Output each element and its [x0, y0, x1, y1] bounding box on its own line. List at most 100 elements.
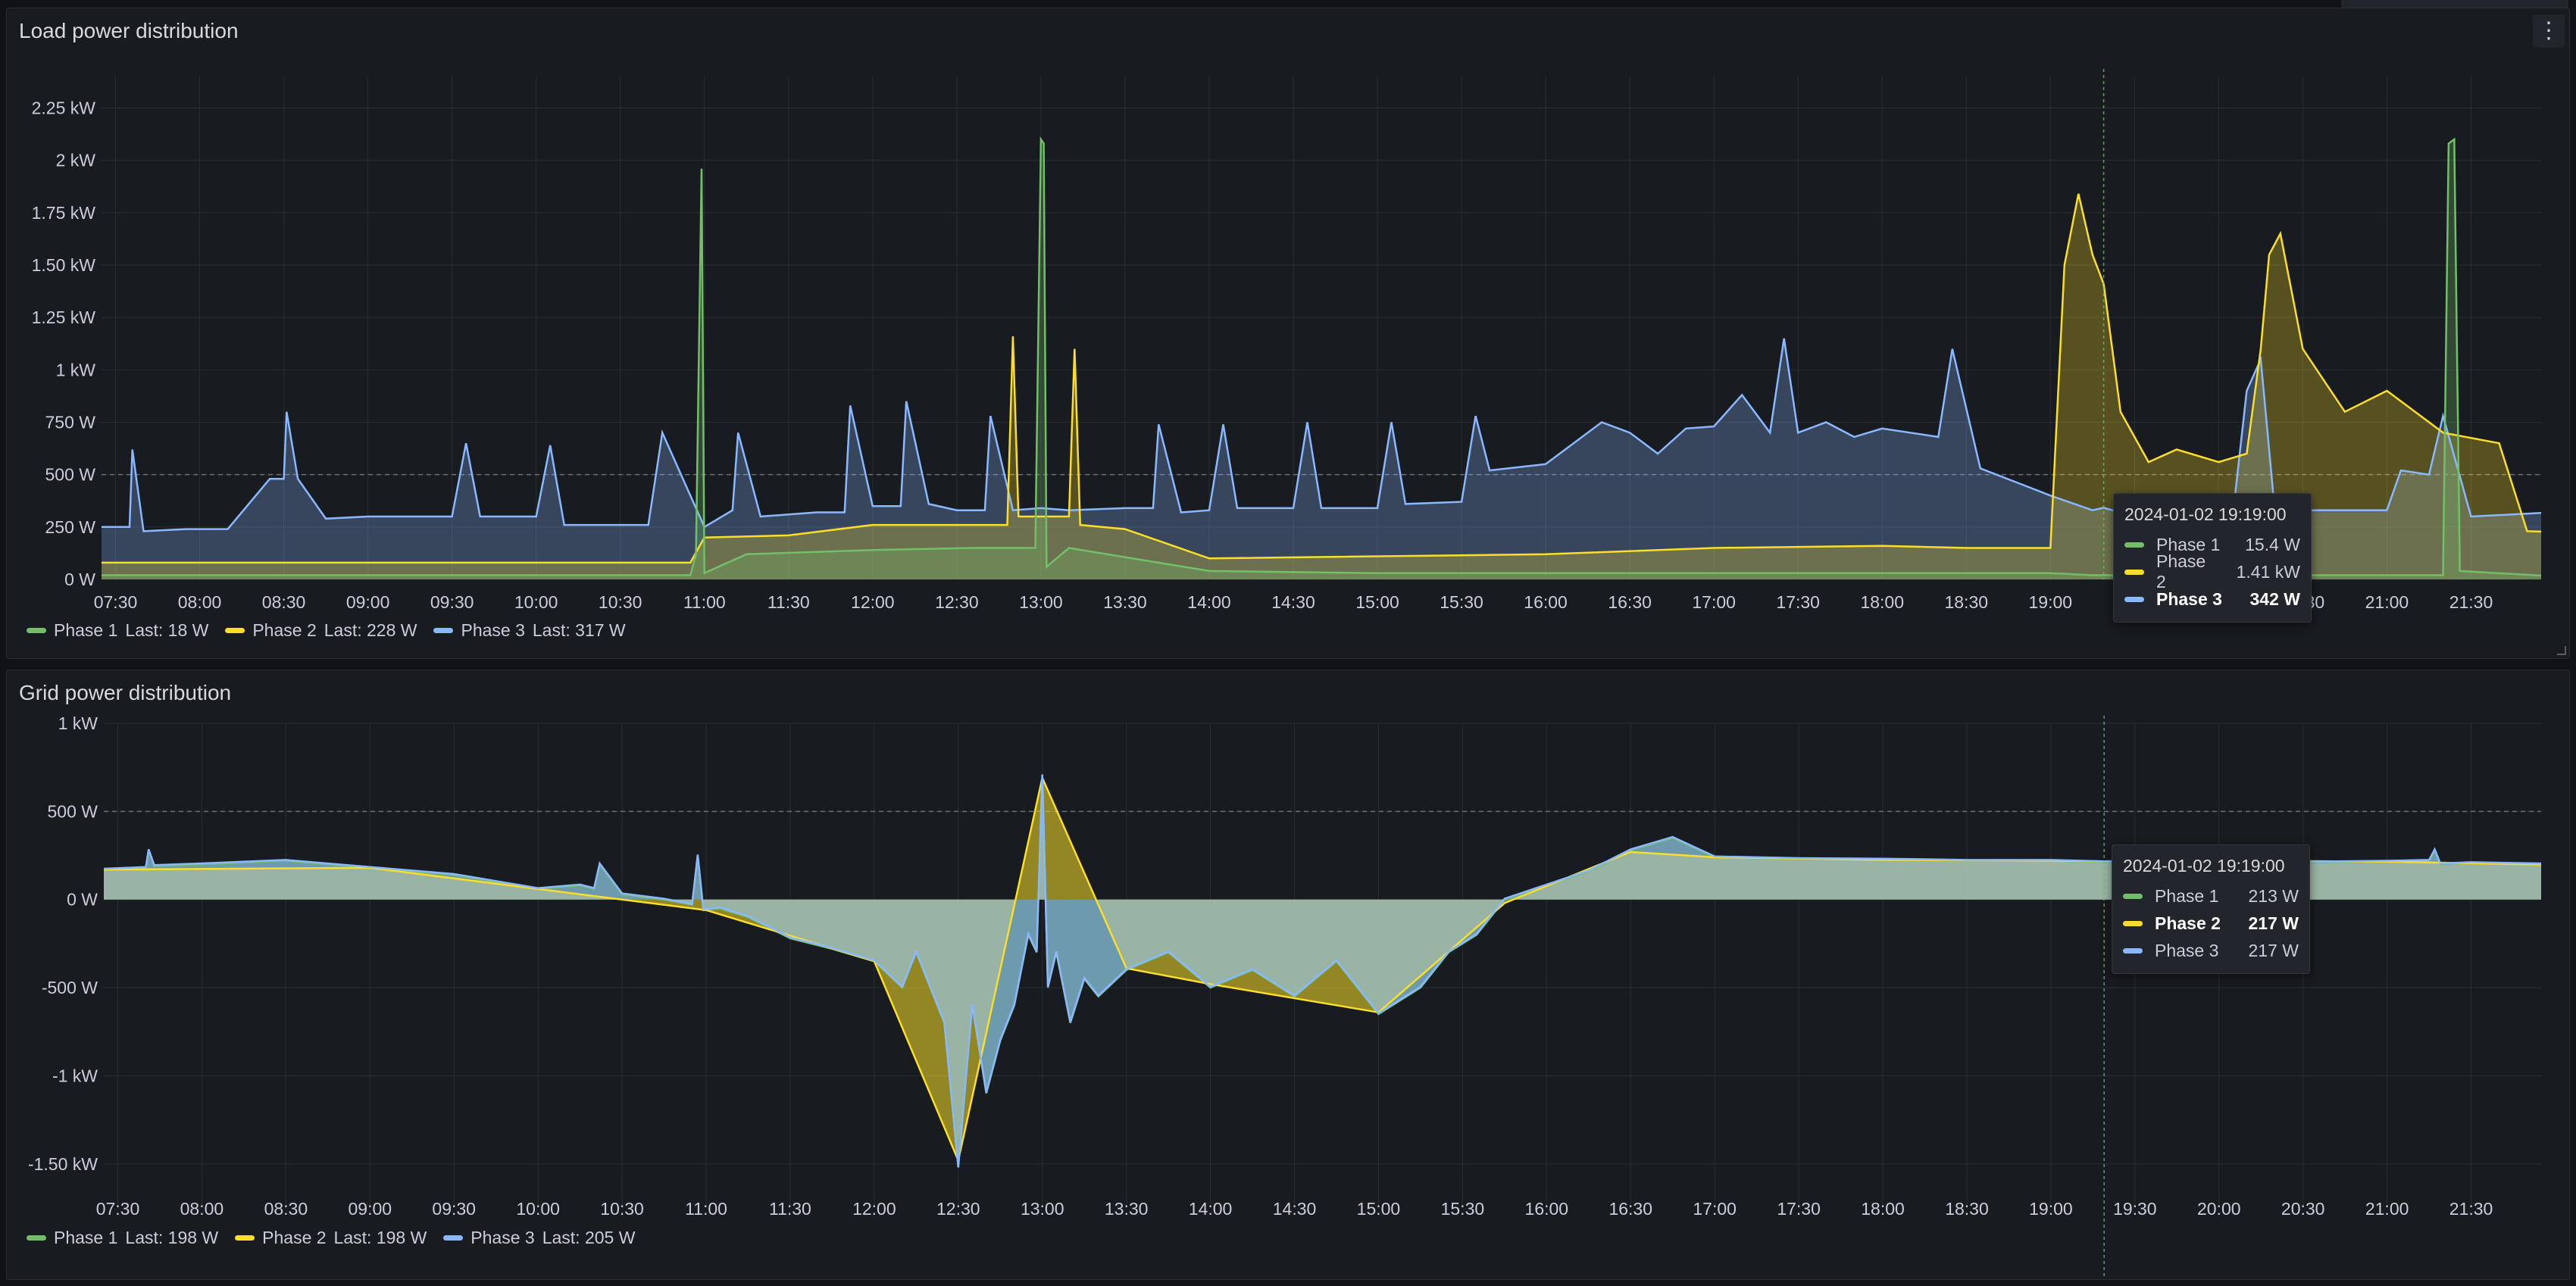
x-tick-label: 11:30	[767, 592, 810, 612]
x-tick-label: 18:30	[1945, 1199, 1989, 1219]
legend-item-phase-1[interactable]: Phase 1 Last: 198 W	[27, 1228, 218, 1248]
legend-item-phase-2[interactable]: Phase 2 Last: 198 W	[235, 1228, 427, 1248]
legend-last-value: Last: 205 W	[542, 1228, 636, 1247]
y-tick-label: 1 kW	[58, 713, 98, 733]
series-color-swatch	[2124, 542, 2144, 548]
x-tick-label: 12:30	[936, 1199, 980, 1219]
panel-title: Load power distribution	[19, 19, 239, 42]
x-tick-label: 08:00	[180, 1199, 224, 1219]
dashboard-toolbar-stub	[2341, 0, 2568, 9]
x-tick-label: 10:00	[516, 1199, 560, 1219]
y-tick-label: 1.75 kW	[32, 203, 96, 223]
tooltip-series-name: Phase 2	[2156, 551, 2206, 591]
x-tick-label: 13:00	[1021, 1199, 1064, 1219]
hover-tooltip: 2024-01-02 19:19:00 Phase 1 15.4 W Phase…	[2113, 493, 2312, 623]
series-color-swatch	[2124, 569, 2144, 575]
y-tick-label: 1.25 kW	[32, 307, 96, 327]
x-tick-label: 09:00	[349, 1199, 392, 1219]
legend-series-name: Phase 2	[252, 620, 317, 640]
x-tick-label: 21:30	[2449, 592, 2493, 612]
x-tick-label: 14:00	[1189, 1199, 1233, 1219]
x-tick-label: 12:30	[935, 592, 979, 612]
y-tick-label: 2 kW	[56, 151, 96, 170]
y-tick-label: 1.50 kW	[32, 255, 96, 275]
x-tick-label: 11:00	[683, 592, 726, 612]
tooltip-series-name: Phase 2	[2155, 913, 2221, 933]
x-tick-label: 17:00	[1692, 592, 1736, 612]
tooltip-row-phase-3: Phase 3 342 W	[2124, 585, 2300, 613]
y-tick-label: 750 W	[45, 413, 96, 432]
tooltip-series-value: 217 W	[2248, 940, 2299, 960]
tooltip-row-phase-3: Phase 3 217 W	[2123, 937, 2299, 964]
series-line-phase-3	[103, 774, 2542, 1168]
tooltip-series-value: 342 W	[2249, 588, 2300, 609]
y-tick-label: -1 kW	[52, 1066, 98, 1085]
x-tick-label: 20:30	[2281, 1199, 2325, 1219]
tooltip-series-name: Phase 1	[2155, 885, 2219, 906]
y-tick-label: 2.25 kW	[32, 98, 96, 118]
x-tick-label: 21:30	[2449, 1199, 2493, 1219]
x-tick-label: 11:00	[685, 1199, 727, 1219]
x-tick-label: 15:00	[1357, 1199, 1401, 1219]
x-tick-label: 21:00	[2365, 1199, 2409, 1219]
series-color-swatch	[433, 628, 454, 633]
legend-item-phase-2[interactable]: Phase 2 Last: 228 W	[225, 620, 417, 641]
legend-series-name: Phase 2	[262, 1228, 327, 1247]
hover-tooltip: 2024-01-02 19:19:00 Phase 1 213 W Phase …	[2112, 844, 2310, 974]
x-tick-label: 08:00	[178, 592, 222, 612]
legend-series-name: Phase 3	[470, 1228, 535, 1247]
legend-item-phase-1[interactable]: Phase 1 Last: 18 W	[27, 620, 208, 641]
x-tick-label: 13:30	[1105, 1199, 1149, 1219]
legend-last-value: Last: 198 W	[333, 1228, 427, 1247]
x-tick-label: 16:30	[1608, 1199, 1652, 1219]
tooltip-row-phase-2: Phase 2 1.41 kW	[2124, 551, 2300, 591]
legend-series-name: Phase 3	[461, 620, 525, 640]
resize-handle[interactable]	[2557, 646, 2566, 655]
kebab-menu-icon[interactable]: ⋮	[2533, 14, 2565, 48]
x-tick-label: 13:30	[1103, 592, 1147, 612]
x-tick-label: 19:00	[2029, 1199, 2073, 1219]
x-tick-label: 10:30	[600, 1199, 644, 1219]
x-tick-label: 19:30	[2113, 1199, 2157, 1219]
series-color-swatch	[2123, 920, 2143, 926]
load-power-panel: Load power distribution ⋮ 0 W 250 W 500 W 7…	[6, 8, 2570, 659]
x-tick-label: 09:30	[432, 1199, 476, 1219]
x-tick-label: 07:30	[96, 1199, 140, 1219]
x-tick-label: 16:00	[1524, 592, 1568, 612]
x-tick-label: 16:00	[1525, 1199, 1569, 1219]
grid-power-panel: Grid power distribution -1.50 kW -1 kW -50…	[6, 670, 2570, 1280]
series-color-swatch	[225, 628, 245, 633]
tooltip-time: 2024-01-02 19:19:00	[2124, 504, 2287, 524]
panel-title: Grid power distribution	[19, 681, 232, 704]
series-color-swatch	[235, 1235, 255, 1241]
legend-item-phase-3[interactable]: Phase 3 Last: 317 W	[433, 620, 626, 641]
tooltip-series-value: 1.41 kW	[2236, 561, 2300, 582]
series-color-swatch	[2123, 947, 2143, 954]
y-tick-label: -500 W	[42, 978, 98, 997]
x-tick-label: 10:00	[514, 592, 558, 612]
tooltip-series-value: 213 W	[2248, 885, 2299, 906]
legend-last-value: Last: 198 W	[125, 1228, 219, 1247]
x-tick-label: 10:30	[599, 592, 642, 612]
series-area-phase-3	[102, 338, 2541, 579]
x-tick-label: 14:00	[1187, 592, 1231, 612]
x-tick-label: 15:30	[1441, 1199, 1485, 1219]
legend-last-value: Last: 317 W	[532, 620, 626, 640]
tooltip-series-value: 217 W	[2248, 913, 2299, 933]
legend-last-value: Last: 228 W	[324, 620, 417, 640]
y-tick-label: 500 W	[48, 801, 98, 821]
x-tick-label: 17:00	[1693, 1199, 1737, 1219]
x-tick-label: 18:00	[1861, 1199, 1905, 1219]
series-color-swatch	[27, 628, 46, 633]
tooltip-row-phase-1: Phase 1 15.4 W	[2124, 531, 2300, 558]
x-tick-label: 18:30	[1944, 592, 1988, 612]
x-tick-label: 19:00	[2029, 592, 2073, 612]
x-tick-label: 16:30	[1608, 592, 1652, 612]
legend-item-phase-3[interactable]: Phase 3 Last: 205 W	[443, 1228, 635, 1248]
x-tick-label: 12:00	[851, 592, 895, 612]
tooltip-series-name: Phase 1	[2156, 534, 2221, 554]
series-line-phase-2	[102, 193, 2542, 564]
series-line-phase-1	[102, 136, 2542, 577]
legend-last-value: Last: 18 W	[125, 620, 209, 640]
x-tick-label: 20:00	[2197, 1199, 2241, 1219]
